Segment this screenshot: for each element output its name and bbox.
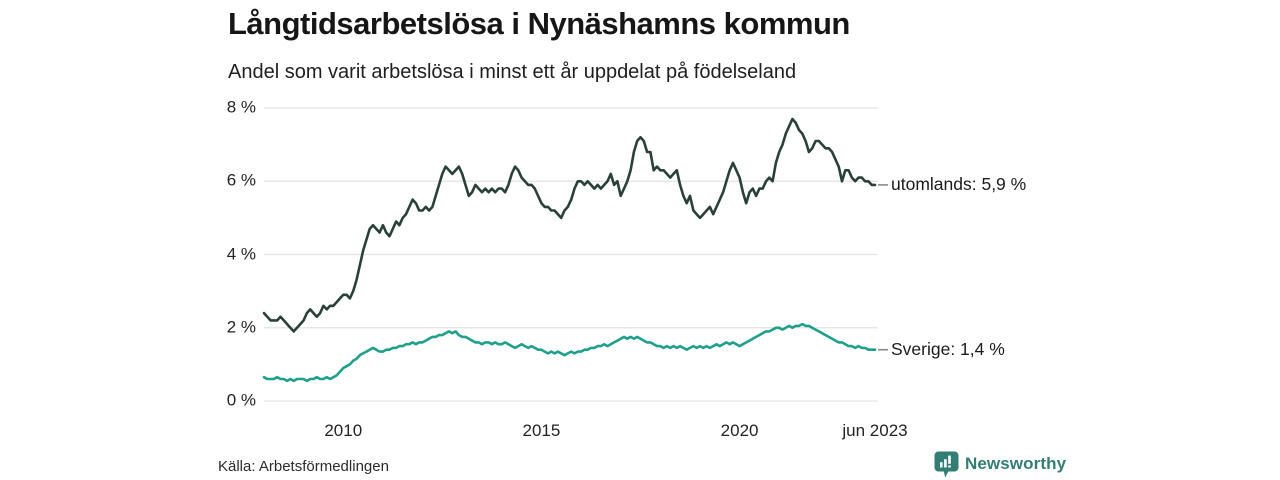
y-tick-label: 0 % <box>226 390 256 410</box>
logo-exclamation-dot <box>948 464 951 467</box>
legend-label-sverige: Sverige: 1,4 % <box>891 338 1005 359</box>
x-tick-label: 2015 <box>522 421 561 440</box>
logo-bar-1 <box>940 461 943 467</box>
source-note: Källa: Arbetsförmedlingen <box>218 458 389 475</box>
chart-title: Långtidsarbetslösa i Nynäshamns kommun <box>228 6 850 41</box>
logo-exclamation-bar <box>948 455 951 464</box>
newsworthy-logo-icon <box>934 451 959 477</box>
y-tick-label: 4 % <box>226 244 256 264</box>
legend-label-utomlands: utomlands: 5,9 % <box>891 173 1027 194</box>
y-tick-label: 8 % <box>226 97 256 117</box>
x-tick-label: jun 2023 <box>842 421 908 440</box>
logo-bar-2 <box>944 458 947 467</box>
chart-subtitle: Andel som varit arbetslösa i minst ett å… <box>228 61 797 83</box>
x-tick-label: 2020 <box>720 421 759 440</box>
series-line-utomlands <box>262 117 877 333</box>
brand: Newsworthy <box>934 450 1066 478</box>
brand-name: Newsworthy <box>965 454 1067 473</box>
y-tick-label: 2 % <box>226 317 256 337</box>
x-tick-label: 2010 <box>324 421 363 440</box>
y-tick-label: 6 % <box>226 170 256 190</box>
series-line-sverige <box>262 322 877 383</box>
